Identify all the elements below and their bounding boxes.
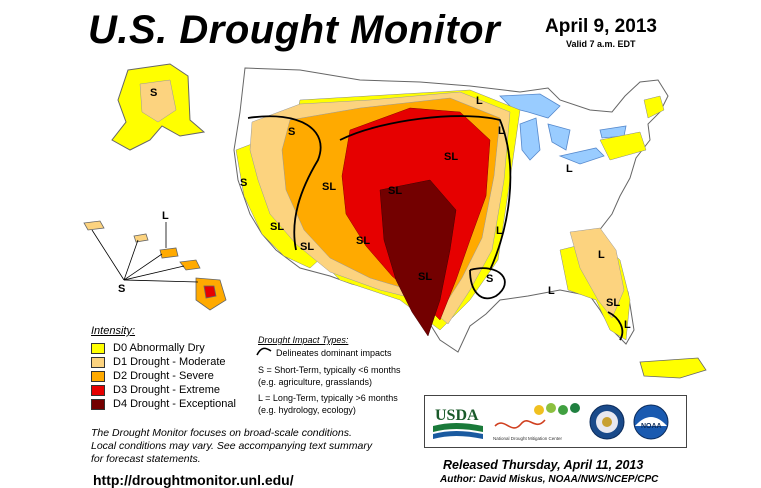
d0-ne2 <box>643 95 665 119</box>
label-nm-sl: SL <box>356 235 370 247</box>
legend-item-d0: D0 Abnormally Dry <box>91 341 205 355</box>
label-fl-sl: SL <box>606 297 620 309</box>
label-se-l: L <box>598 249 605 261</box>
usda-logo: USDA <box>433 407 483 439</box>
author-credit: Author: David Miskus, NOAA/NWS/NCEP/CPC <box>440 474 659 485</box>
hawaii-leader-2 <box>123 239 139 281</box>
great-lakes <box>499 93 627 165</box>
label-tx-sl: SL <box>418 271 432 283</box>
label-mo-l: L <box>496 225 503 237</box>
legend-item-d3: D3 Drought - Extreme <box>91 383 220 397</box>
valid-time: Valid 7 a.m. EDT <box>566 39 636 49</box>
label-ks-l: L <box>498 125 505 137</box>
note-line: The Drought Monitor focuses on broad-sca… <box>91 427 352 439</box>
label-oh-l: L <box>566 163 573 175</box>
d4-region <box>379 179 457 337</box>
impact-long-term-example: (e.g. hydrology, ecology) <box>258 405 356 415</box>
label-tx-s: S <box>486 273 493 285</box>
impact-line-central <box>339 115 512 271</box>
label-mn-l: L <box>476 95 483 107</box>
label-ca-s: S <box>240 177 247 189</box>
legend-swatch <box>91 342 105 354</box>
usda-text: USDA <box>435 407 479 424</box>
disclaimer-note: The Drought Monitor focuses on broad-sca… <box>91 427 421 466</box>
impact-long-term: L = Long-Term, typically >6 months <box>258 393 398 403</box>
label-ia-sl: SL <box>444 151 458 163</box>
note-line: for forecast statements. <box>91 453 201 465</box>
hawaii-leader-3 <box>123 253 163 281</box>
website-link[interactable]: http://droughtmonitor.unl.edu/ <box>93 472 294 488</box>
hawaii-island-1 <box>83 220 105 231</box>
doc-seal <box>589 404 625 440</box>
label-alaska-s: S <box>150 87 157 99</box>
label-nv-sl: SL <box>270 221 284 233</box>
hawaii-island-3 <box>159 247 179 259</box>
legend-label: D3 Drought - Extreme <box>113 384 220 396</box>
label-co-sl: SL <box>322 181 336 193</box>
impact-line-fl <box>607 311 624 341</box>
ndmc-text: National Drought Mitigation Center <box>493 436 563 441</box>
impact-short-term-example: (e.g. agriculture, grasslands) <box>258 377 373 387</box>
impact-line-tx <box>469 267 506 300</box>
hawaii-island-4 <box>179 259 201 271</box>
legend-item-d2: D2 Drought - Severe <box>91 369 214 383</box>
hawaii-leader-5 <box>123 279 199 283</box>
hawaii-island-2 <box>133 233 149 243</box>
impact-short-term: S = Short-Term, typically <6 months <box>258 365 401 375</box>
label-ne-sl: SL <box>388 185 402 197</box>
legend-swatch <box>91 356 105 368</box>
label-fl-l: L <box>624 319 631 331</box>
impact-line-west <box>247 115 322 251</box>
page-title: U.S. Drought Monitor <box>88 8 501 52</box>
legend-label: D4 Drought - Exceptional <box>113 398 236 410</box>
legend-swatch <box>91 370 105 382</box>
label-az-sl: SL <box>300 241 314 253</box>
note-line: Local conditions may vary. See accompany… <box>91 440 373 452</box>
label-hawaii-l: L <box>162 210 169 222</box>
legend-item-d4: D4 Drought - Exceptional <box>91 397 236 411</box>
impact-line-icon <box>256 347 272 356</box>
alaska-d1 <box>139 79 177 123</box>
d0-northeast <box>599 131 647 161</box>
legend-label: D2 Drought - Severe <box>113 370 214 382</box>
legend-swatch <box>91 398 105 410</box>
label-hawaii-s: S <box>118 283 125 295</box>
map-date: April 9, 2013 <box>545 16 657 37</box>
hawaii-leader-1 <box>91 229 125 281</box>
release-date: Released Thursday, April 11, 2013 <box>443 458 644 472</box>
impact-line-desc: Delineates dominant impacts <box>276 348 392 358</box>
legend-swatch <box>91 384 105 396</box>
noaa-text: NOAA <box>641 423 662 430</box>
legend-item-d1: D1 Drought - Moderate <box>91 355 226 369</box>
partner-logos: USDA National Drought Mitigation Center … <box>424 395 687 448</box>
hawaii-leader-4 <box>123 265 185 281</box>
puerto-rico <box>639 357 707 379</box>
label-ga-l: L <box>548 285 555 297</box>
label-nw-s: S <box>288 126 295 138</box>
logo-strip: USDA National Drought Mitigation Center … <box>433 403 669 441</box>
impact-heading: Drought Impact Types: <box>258 335 349 345</box>
legend-label: D1 Drought - Moderate <box>113 356 226 368</box>
legend-heading: Intensity: <box>91 325 136 337</box>
ndmc-logo: National Drought Mitigation Center <box>493 403 580 441</box>
hawaii-big-island-d3 <box>203 285 217 299</box>
legend-label: D0 Abnormally Dry <box>113 342 205 354</box>
noaa-logo: NOAA <box>633 404 669 440</box>
